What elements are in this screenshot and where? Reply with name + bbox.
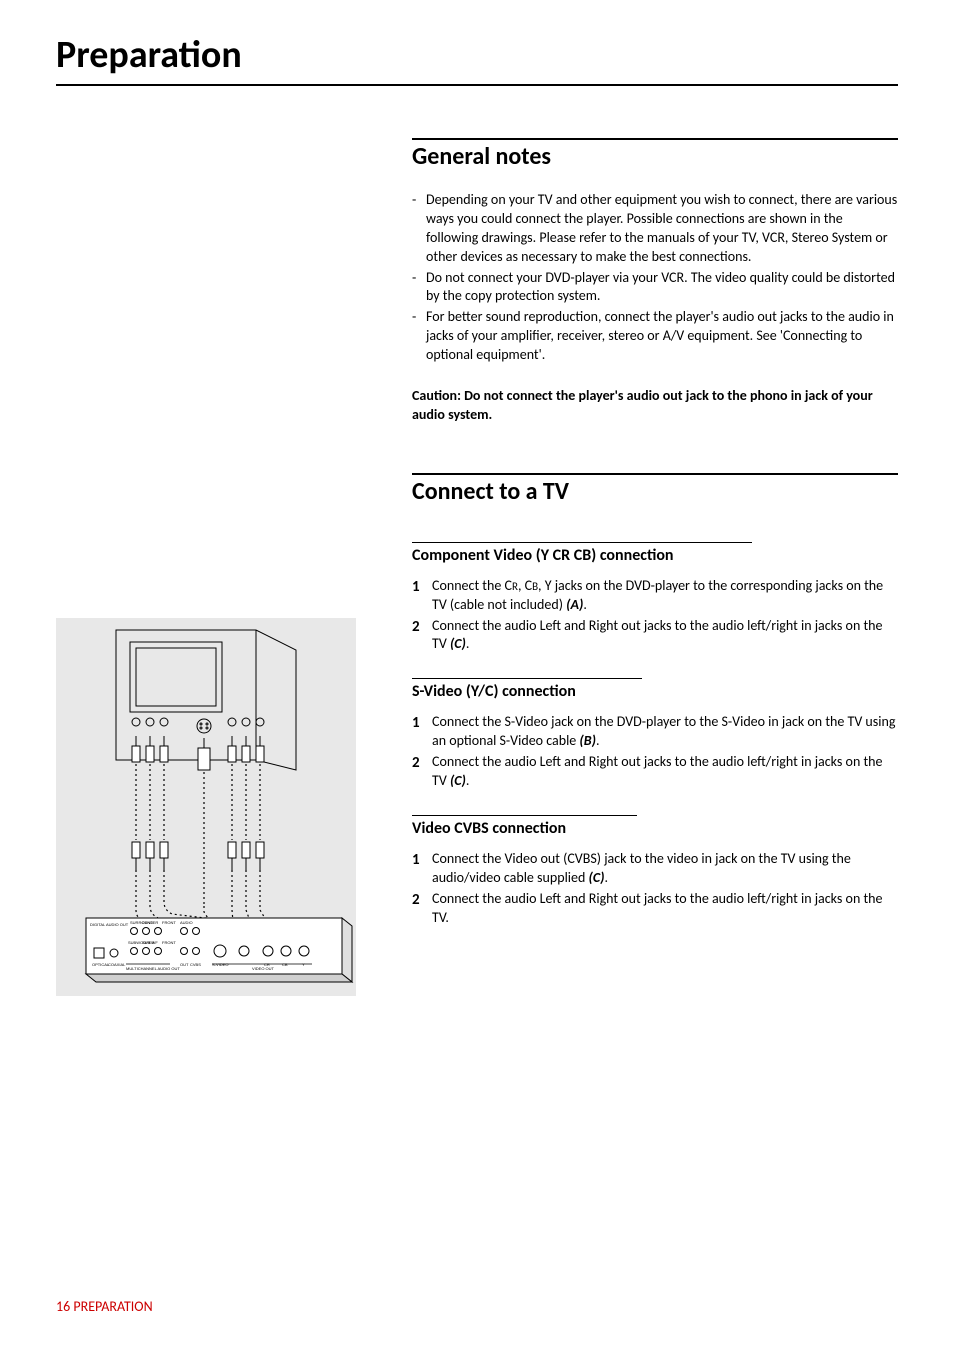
step-number: 2 bbox=[412, 617, 432, 655]
heading-general-notes: General notes bbox=[412, 138, 898, 171]
step-number: 2 bbox=[412, 890, 432, 928]
dash-icon: - bbox=[412, 269, 426, 307]
step-number: 1 bbox=[412, 713, 432, 751]
diagram-svg: DIGITAL AUDIO OUT SURROUNDCENTERFRONT OP… bbox=[56, 618, 356, 996]
svg-text:S-VIDEO: S-VIDEO bbox=[212, 962, 228, 967]
dash-icon: - bbox=[412, 308, 426, 365]
connection-diagram: DIGITAL AUDIO OUT SURROUNDCENTERFRONT OP… bbox=[56, 618, 356, 996]
list-item: 1 Connect the CR, CB, Y jacks on the DVD… bbox=[412, 577, 898, 615]
component-video-steps: 1 Connect the CR, CB, Y jacks on the DVD… bbox=[412, 577, 898, 655]
cvbs-steps: 1 Connect the Video out (CVBS) jack to t… bbox=[412, 850, 898, 928]
page-root: Preparation bbox=[0, 0, 954, 1351]
content-columns: DIGITAL AUDIO OUT SURROUNDCENTERFRONT OP… bbox=[56, 138, 898, 996]
svg-text:CB: CB bbox=[282, 962, 288, 967]
svg-text:FRONT: FRONT bbox=[162, 940, 176, 945]
list-item: - For better sound reproduction, connect… bbox=[412, 308, 898, 365]
list-item-text: Depending on your TV and other equipment… bbox=[426, 191, 898, 267]
caution-text: Caution: Do not connect the player's aud… bbox=[412, 387, 898, 425]
svg-text:FRONT: FRONT bbox=[162, 920, 176, 925]
heading-cvbs: Video CVBS connection bbox=[412, 815, 637, 838]
step-text: Connect the CR, CB, Y jacks on the DVD-p… bbox=[432, 577, 898, 615]
list-item-text: Do not connect your DVD-player via your … bbox=[426, 269, 898, 307]
step-text: Connect the S-Video jack on the DVD-play… bbox=[432, 713, 898, 751]
step-text: Connect the audio Left and Right out jac… bbox=[432, 617, 898, 655]
footer-section-label: PREPARATION bbox=[73, 1298, 152, 1315]
svg-text:COAXIAL: COAXIAL bbox=[108, 962, 126, 967]
svg-text:OUT: OUT bbox=[180, 962, 189, 967]
svg-text:CENTER: CENTER bbox=[142, 920, 159, 925]
list-item: 1 Connect the S-Video jack on the DVD-pl… bbox=[412, 713, 898, 751]
list-item: 2 Connect the audio Left and Right out j… bbox=[412, 617, 898, 655]
left-column: DIGITAL AUDIO OUT SURROUNDCENTERFRONT OP… bbox=[56, 138, 402, 996]
heading-connect-tv: Connect to a TV bbox=[412, 473, 898, 506]
dash-icon: - bbox=[412, 191, 426, 267]
list-item: 1 Connect the Video out (CVBS) jack to t… bbox=[412, 850, 898, 888]
step-text: Connect the Video out (CVBS) jack to the… bbox=[432, 850, 898, 888]
svideo-steps: 1 Connect the S-Video jack on the DVD-pl… bbox=[412, 713, 898, 791]
page-footer: 16 PREPARATION bbox=[56, 1298, 153, 1315]
subsection-cvbs: Video CVBS connection bbox=[412, 805, 898, 850]
list-item: - Depending on your TV and other equipme… bbox=[412, 191, 898, 267]
subsection-svideo: S-Video (Y/C) connection bbox=[412, 668, 898, 713]
svg-text:SUB WF: SUB WF bbox=[142, 940, 158, 945]
heading-text: Component Video (Y CR CB) connection bbox=[412, 546, 674, 565]
step-text: Connect the audio Left and Right out jac… bbox=[432, 753, 898, 791]
step-number: 2 bbox=[412, 753, 432, 791]
heading-svideo: S-Video (Y/C) connection bbox=[412, 678, 642, 701]
step-number: 1 bbox=[412, 850, 432, 888]
svg-text:AUDIO: AUDIO bbox=[180, 920, 193, 925]
list-item: 2 Connect the audio Left and Right out j… bbox=[412, 753, 898, 791]
svg-text:CVBS: CVBS bbox=[190, 962, 201, 967]
list-item: - Do not connect your DVD-player via you… bbox=[412, 269, 898, 307]
footer-page-number: 16 bbox=[56, 1298, 70, 1315]
list-item-text: For better sound reproduction, connect t… bbox=[426, 308, 898, 365]
heading-component-video: Component Video (Y CR CB) connection bbox=[412, 542, 752, 565]
page-title: Preparation bbox=[56, 32, 898, 86]
svg-text:DIGITAL AUDIO OUT: DIGITAL AUDIO OUT bbox=[90, 922, 129, 927]
subsection-component-video: Component Video (Y CR CB) connection bbox=[412, 532, 898, 577]
right-column: General notes - Depending on your TV and… bbox=[402, 138, 898, 996]
svg-text:MULTICHANNEL AUDIO OUT: MULTICHANNEL AUDIO OUT bbox=[126, 966, 180, 971]
svg-text:VIDEO OUT: VIDEO OUT bbox=[252, 966, 275, 971]
general-notes-list: - Depending on your TV and other equipme… bbox=[412, 191, 898, 365]
svg-text:Y: Y bbox=[302, 962, 305, 967]
step-text: Connect the audio Left and Right out jac… bbox=[432, 890, 898, 928]
list-item: 2 Connect the audio Left and Right out j… bbox=[412, 890, 898, 928]
step-number: 1 bbox=[412, 577, 432, 615]
